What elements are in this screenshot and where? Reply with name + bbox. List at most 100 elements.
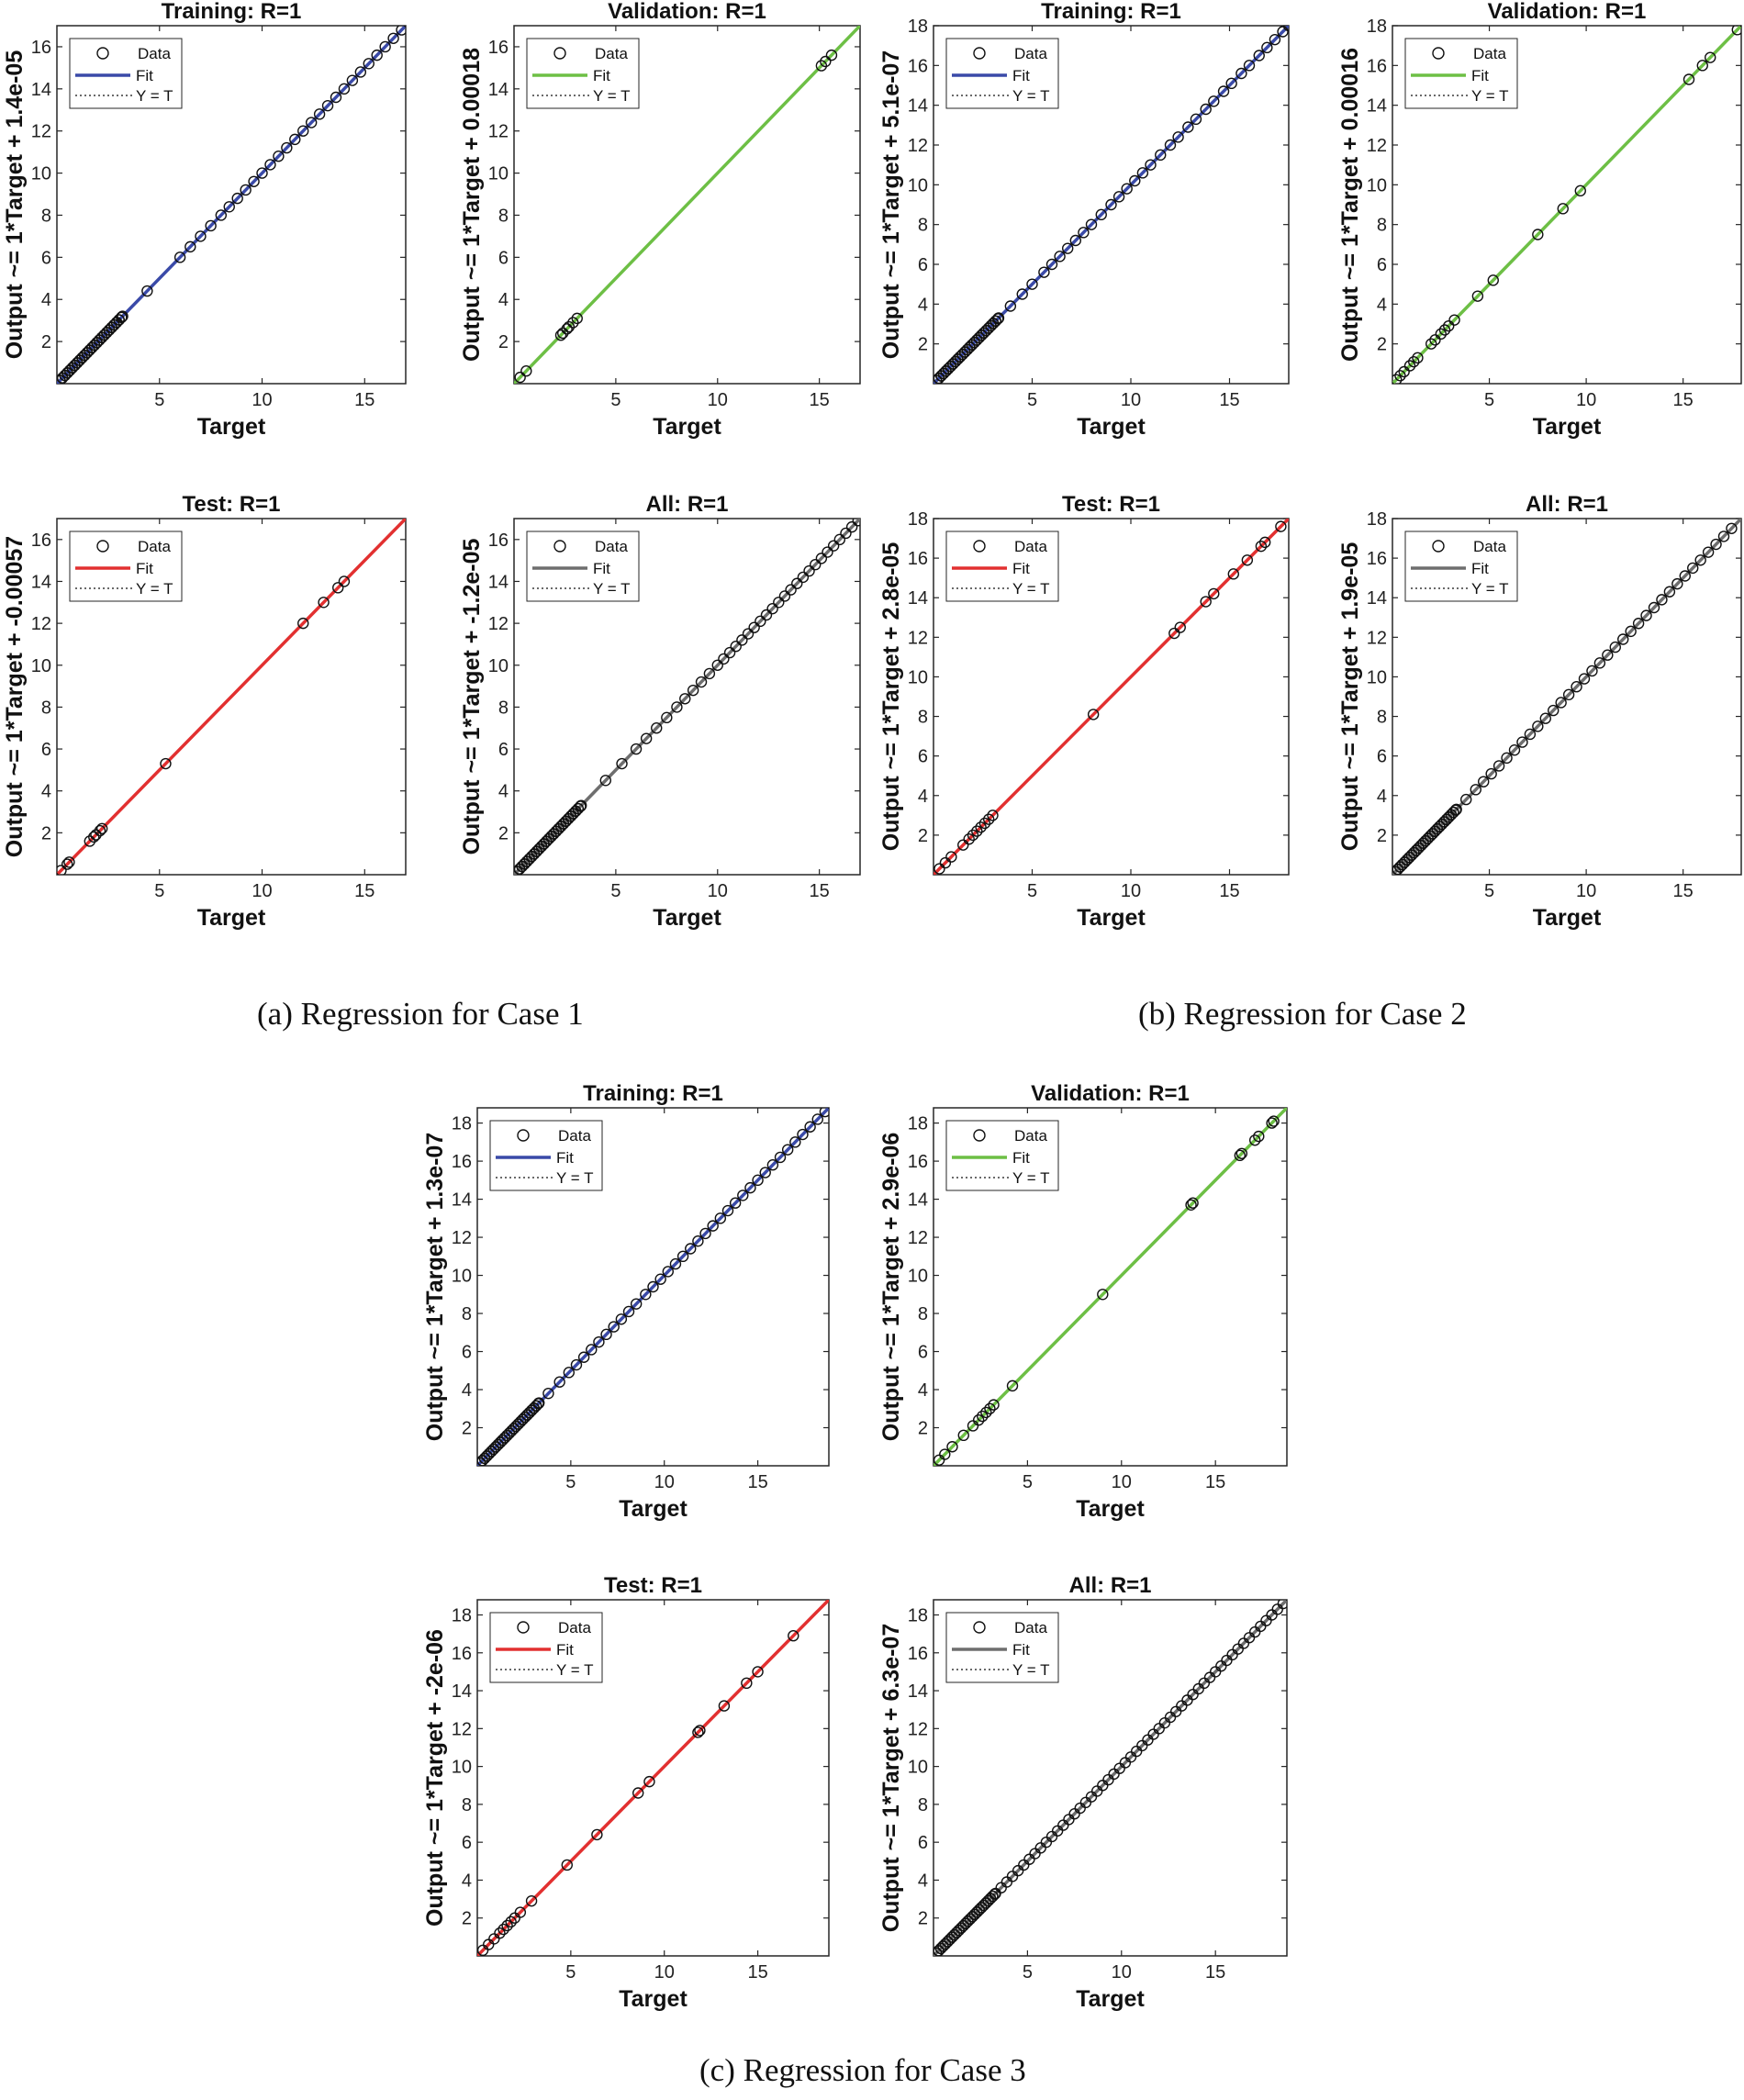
legend-data-label: Data: [558, 1619, 591, 1636]
y-tick-label: 8: [498, 698, 509, 718]
data-point: [957, 1429, 969, 1442]
data-point: [113, 314, 126, 326]
y-tick-label: 12: [488, 122, 509, 142]
data-point: [1185, 1199, 1197, 1211]
data-point: [788, 1630, 799, 1642]
data-point: [160, 757, 172, 770]
y-tick-label: 14: [908, 1681, 928, 1702]
data-point: [94, 824, 106, 837]
data-point: [1470, 784, 1481, 796]
legend-identity-label: Y = T: [556, 1169, 593, 1187]
legend-identity-label: Y = T: [1012, 1661, 1049, 1679]
data-point: [1004, 300, 1017, 312]
data-point: [1155, 149, 1167, 162]
y-axis-label: Output ~= 1*Target + 1.9e-05: [1337, 542, 1363, 852]
y-tick-label: 16: [908, 56, 928, 76]
data-point: [289, 133, 301, 146]
y-tick-label: 14: [908, 1190, 928, 1211]
data-point: [1609, 641, 1621, 653]
legend-data-label: Data: [1014, 538, 1047, 555]
y-axis-label: Output ~= 1*Target + 2.9e-06: [878, 1133, 904, 1441]
legend-data-label: Data: [1014, 1127, 1047, 1145]
legend-fit-label: Fit: [593, 560, 610, 577]
legend-fit-label: Fit: [556, 1149, 574, 1167]
data-point: [622, 1305, 635, 1318]
data-point: [387, 32, 399, 44]
legend-box: [526, 38, 640, 109]
legend-box: [489, 1120, 603, 1191]
y-tick-label: 2: [498, 823, 509, 843]
data-point: [1471, 290, 1484, 302]
data-point: [273, 151, 285, 162]
data-point: [718, 653, 730, 665]
y-axis-label: Output ~= 1*Target + 0.00018: [459, 48, 485, 362]
x-tick-label: 15: [747, 1472, 767, 1492]
data-point: [752, 1666, 764, 1678]
legend-fit-label: Fit: [556, 1641, 574, 1659]
y-axis-label: Output ~= 1*Target + 1.3e-07: [422, 1133, 448, 1441]
data-point: [774, 1151, 787, 1164]
data-point: [1078, 227, 1090, 239]
y-tick-label: 14: [908, 96, 928, 117]
data-point: [520, 365, 532, 377]
data-point: [1656, 594, 1668, 606]
plot-area: [933, 519, 1289, 875]
data-point: [1562, 688, 1575, 701]
data-point: [760, 609, 773, 621]
data-point: [820, 55, 832, 68]
x-axis-label: Target: [1077, 905, 1146, 931]
y-tick-label: 2: [918, 335, 928, 355]
chart-title: Validation: R=1: [608, 0, 766, 24]
data-point: [1235, 67, 1247, 80]
chart-all-case-2: All: R=1 5 10 15 2 4 6 8 10 12 14 16 18 Target Output …: [1337, 492, 1742, 931]
data-point: [703, 667, 716, 680]
plot-area: [933, 26, 1289, 384]
data-point: [1200, 103, 1212, 116]
data-point: [945, 851, 957, 863]
data-point: [939, 1448, 951, 1460]
data-point: [819, 1108, 829, 1118]
y-tick-label: 18: [452, 1114, 472, 1134]
data-point: [963, 833, 975, 845]
x-tick-label: 10: [708, 390, 728, 410]
data-point: [723, 646, 736, 659]
y-tick-label: 2: [41, 823, 51, 843]
chart-test-case-1: Test: R=1 5 10 15 2 4 6 8 10 12 14 16 Target Output ~…: [2, 492, 407, 931]
x-tick-label: 10: [1576, 390, 1596, 410]
y-tick-label: 8: [918, 708, 928, 728]
legend: Data Fit Y = T: [526, 531, 640, 602]
data-point: [57, 865, 67, 875]
x-tick-label: 5: [1484, 390, 1494, 410]
y-tick-label: 6: [498, 740, 509, 760]
data-point: [1129, 174, 1141, 187]
y-axis-label: Output ~= 1*Target + -0.00057: [2, 536, 28, 857]
y-axis-label: Output ~= 1*Target + 6.3e-07: [878, 1624, 904, 1932]
data-point: [759, 1167, 771, 1178]
legend-box: [945, 1612, 1059, 1683]
data-point: [1136, 167, 1149, 179]
data-point: [514, 371, 526, 384]
chart-title: Test: R=1: [183, 492, 281, 517]
y-tick-label: 6: [918, 1833, 928, 1853]
data-point: [679, 693, 691, 705]
data-point: [1095, 208, 1107, 221]
chart-title: Validation: R=1: [1488, 0, 1647, 24]
data-point: [1501, 752, 1513, 765]
legend: Data Fit Y = T: [69, 38, 183, 109]
plot-area: [57, 519, 406, 875]
data-point: [354, 66, 367, 78]
x-tick-label: 5: [565, 1962, 576, 1983]
y-tick-label: 16: [452, 1152, 472, 1172]
data-point: [845, 520, 858, 533]
chart-validation-case-2: Validation: R=1 5 10 15 2 4 6 8 10 12 14 16 18 Target…: [1337, 0, 1742, 440]
y-tick-label: 4: [1377, 787, 1387, 807]
legend-data-marker: [96, 47, 109, 60]
x-tick-label: 10: [1576, 881, 1596, 901]
y-tick-label: 12: [31, 614, 51, 634]
x-tick-label: 10: [654, 1472, 675, 1492]
x-tick-label: 15: [1205, 1962, 1225, 1983]
y-tick-label: 12: [1367, 628, 1387, 648]
caption-case-2: (b) Regression for Case 2: [1138, 996, 1467, 1032]
legend: Data Fit Y = T: [489, 1612, 603, 1683]
